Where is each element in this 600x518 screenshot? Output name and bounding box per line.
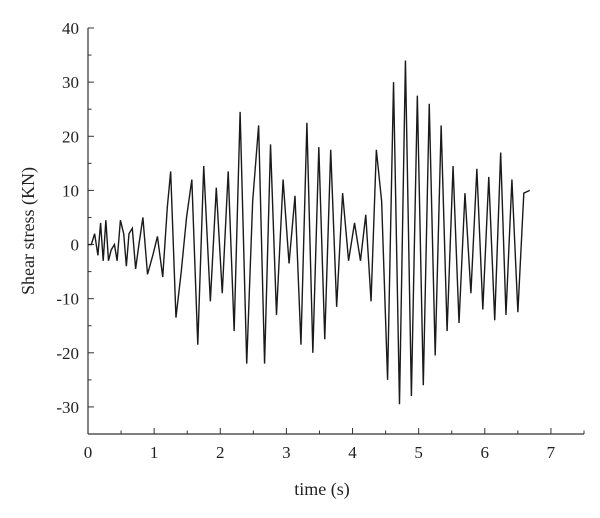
x-axis-title: time (s) — [294, 479, 350, 500]
x-tick-label: 0 — [84, 443, 93, 462]
x-tick-label: 3 — [282, 443, 291, 462]
y-tick-label: 30 — [62, 73, 79, 92]
y-tick-label: 20 — [62, 127, 79, 146]
series-line — [88, 60, 531, 405]
x-tick-label: 2 — [216, 443, 225, 462]
y-tick-label: -10 — [56, 290, 79, 309]
x-tick-label: 5 — [414, 443, 423, 462]
axes — [87, 27, 585, 435]
y-axis-title: Shear stress (KN) — [18, 167, 39, 295]
y-tick-label: 0 — [71, 236, 80, 255]
x-tick-label: 4 — [348, 443, 357, 462]
y-tick-label: 10 — [62, 181, 79, 200]
y-tick-label: 40 — [62, 19, 79, 38]
tick-labels: -30 -20 -10 0 10 20 30 40 0 1 2 3 4 5 6 7 — [56, 19, 555, 462]
y-tick-label: -30 — [56, 398, 79, 417]
x-tick-label: 7 — [547, 443, 556, 462]
x-tick-label: 1 — [150, 443, 159, 462]
y-tick-label: -20 — [56, 344, 79, 363]
x-tick-label: 6 — [481, 443, 490, 462]
